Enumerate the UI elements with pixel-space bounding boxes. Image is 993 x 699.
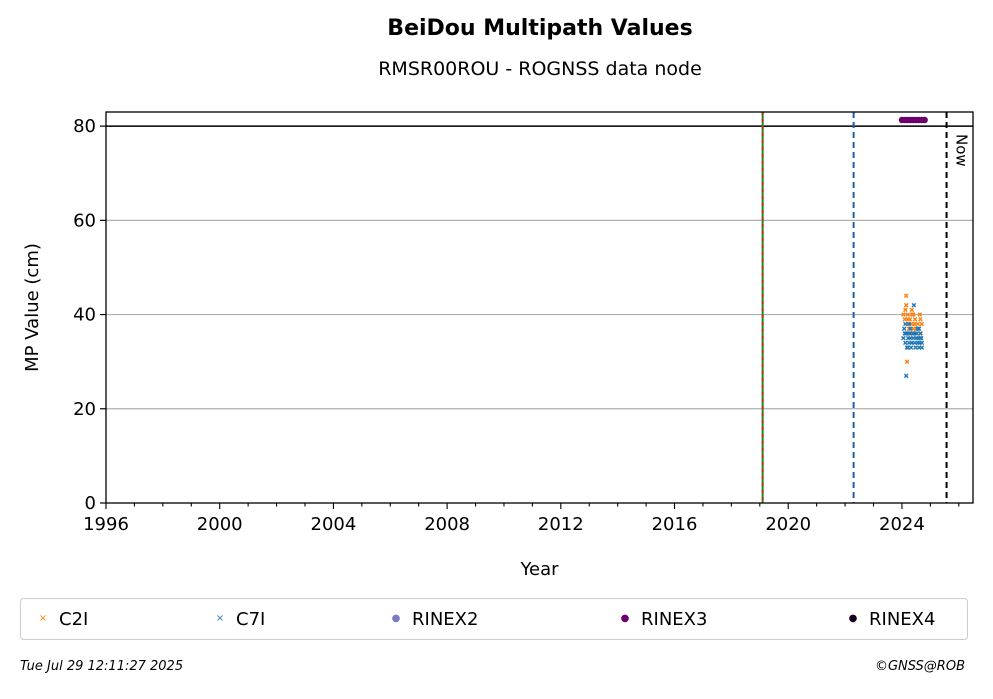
legend-label-rinex2: RINEX2	[412, 608, 479, 630]
y-tick-label: 60	[73, 210, 96, 231]
point-c2i	[903, 302, 909, 308]
point-c2i	[905, 312, 910, 317]
footer-timestamp: Tue Jul 29 12:11:27 2025	[20, 659, 184, 674]
point-rinex3	[921, 116, 928, 124]
point-c7i	[908, 326, 913, 331]
point-c7i	[913, 335, 919, 341]
legend-item-c2i: × C2I	[35, 599, 89, 639]
legend-item-rinex4: ● RINEX4	[845, 599, 936, 639]
point-c2i	[903, 307, 908, 313]
legend-marker-rinex4: ●	[848, 613, 858, 624]
legend-item-rinex3: ● RINEX3	[617, 599, 708, 639]
chart-title: BeiDou Multipath Values	[387, 16, 693, 41]
x-tick-label: 2012	[538, 514, 584, 535]
legend-label-rinex4: RINEX4	[869, 608, 936, 630]
x-axis-label: Year	[519, 559, 559, 580]
point-c7i	[903, 340, 908, 346]
legend-item-rinex2: ● RINEX2	[388, 599, 479, 639]
legend-marker-c2i: ×	[38, 613, 48, 624]
point-c2i	[909, 307, 915, 313]
point-c7i	[919, 340, 925, 346]
y-tick-label: 40	[73, 305, 96, 326]
point-c7i	[908, 345, 914, 350]
point-c2i	[912, 321, 918, 327]
y-axis-label: MP Value (cm)	[22, 243, 43, 372]
point-c2i	[904, 359, 910, 364]
point-c7i	[918, 335, 923, 341]
point-c2i	[909, 312, 915, 317]
x-tick-label: 2020	[765, 514, 811, 535]
x-tick-label: 2024	[879, 514, 925, 535]
y-tick-label: 80	[73, 116, 96, 137]
legend-label-rinex3: RINEX3	[641, 608, 708, 630]
point-c7i	[918, 331, 923, 336]
x-tick-label: 2008	[424, 514, 470, 535]
footer-credit: ©GNSS@ROB	[874, 659, 965, 674]
point-c7i	[903, 331, 909, 336]
plot-frame	[105, 111, 974, 504]
chart-subtitle: RMSR00ROU - ROGNSS data node	[378, 58, 702, 80]
x-tick-label: 2004	[311, 514, 357, 535]
point-c2i	[919, 321, 925, 327]
now-label: Now	[953, 134, 971, 167]
point-c2i	[912, 316, 918, 322]
point-c2i	[903, 293, 909, 299]
x-tick-label: 2016	[652, 514, 698, 535]
x-tick-label: 1996	[83, 514, 129, 535]
point-c2i	[905, 316, 910, 322]
legend-marker-rinex2: ●	[391, 613, 401, 624]
legend-marker-c7i: ×	[215, 613, 225, 624]
point-c2i	[917, 312, 923, 317]
point-c7i	[901, 335, 906, 341]
point-c7i	[913, 345, 918, 350]
chart-plot: Now 0 20 40 60 80 1996 2000 2004 2008 2012 2016 2020…	[22, 111, 974, 580]
point-c7i	[905, 345, 910, 350]
point-c7i	[911, 331, 916, 336]
point-c7i	[916, 326, 922, 331]
point-c7i	[903, 321, 908, 327]
legend-marker-rinex3: ●	[620, 613, 630, 624]
point-c7i	[919, 345, 925, 350]
point-c7i	[909, 340, 915, 346]
point-c7i	[901, 326, 907, 331]
legend-label-c7i: C7I	[236, 608, 266, 630]
y-tick-label: 20	[73, 399, 96, 420]
point-c7i	[911, 302, 917, 308]
point-c2i	[918, 316, 923, 322]
legend-item-c7i: × C7I	[212, 599, 266, 639]
chart-legend: × C2I × C7I ● RINEX2 ● RINEX3 ● RINEX4	[20, 598, 968, 640]
point-c2i	[901, 312, 906, 317]
point-c7i	[906, 321, 912, 327]
point-c7i	[903, 373, 909, 379]
x-tick-label: 2000	[197, 514, 243, 535]
legend-label-c2i: C2I	[59, 608, 89, 630]
point-c2i	[911, 312, 916, 317]
y-tick-label: 0	[85, 493, 96, 514]
